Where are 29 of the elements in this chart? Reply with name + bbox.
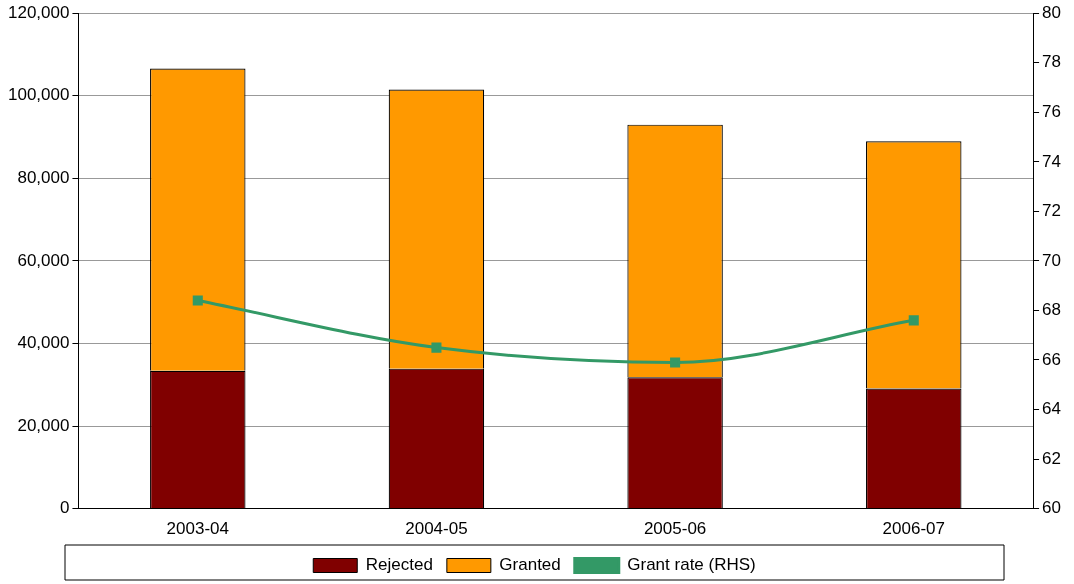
- x-tick-label: 2006-07: [882, 519, 945, 539]
- y-tick-label: 40,000: [17, 333, 70, 353]
- y2-tick-label: 70: [1042, 250, 1062, 270]
- point: [431, 342, 442, 353]
- y2-tick-label: 72: [1042, 201, 1062, 221]
- y-tick-label: 60,000: [17, 250, 70, 270]
- y2-tick-label: 78: [1042, 52, 1062, 72]
- y2-tick-label: 76: [1042, 101, 1062, 121]
- x-tick-label: 2004-05: [405, 519, 468, 539]
- x-tick-label: 2003-04: [166, 519, 229, 539]
- y2-tick-label: 64: [1042, 399, 1062, 419]
- legend-label: Rejected: [365, 555, 433, 575]
- y-tick-label: 20,000: [17, 415, 70, 435]
- y-tick-label: 80,000: [17, 168, 70, 188]
- y2-tick-label: 60: [1042, 498, 1062, 518]
- legend-label: Granted: [499, 555, 561, 575]
- y2-tick-label: 62: [1042, 448, 1062, 468]
- point: [908, 315, 919, 326]
- y-tick-label: 120,000: [8, 2, 70, 22]
- y-tick-label: 100,000: [8, 85, 70, 105]
- y2-tick-label: 80: [1042, 2, 1062, 22]
- y2-tick-label: 66: [1042, 349, 1062, 369]
- y-tick-label: 0: [59, 498, 70, 518]
- y2-tick-label: 68: [1042, 300, 1062, 320]
- point: [192, 295, 203, 306]
- y2-tick-label: 74: [1042, 151, 1062, 171]
- x-tick-label: 2005-06: [643, 519, 707, 539]
- point: [670, 357, 681, 368]
- legend-label: Grant rate (RHS): [627, 555, 756, 575]
